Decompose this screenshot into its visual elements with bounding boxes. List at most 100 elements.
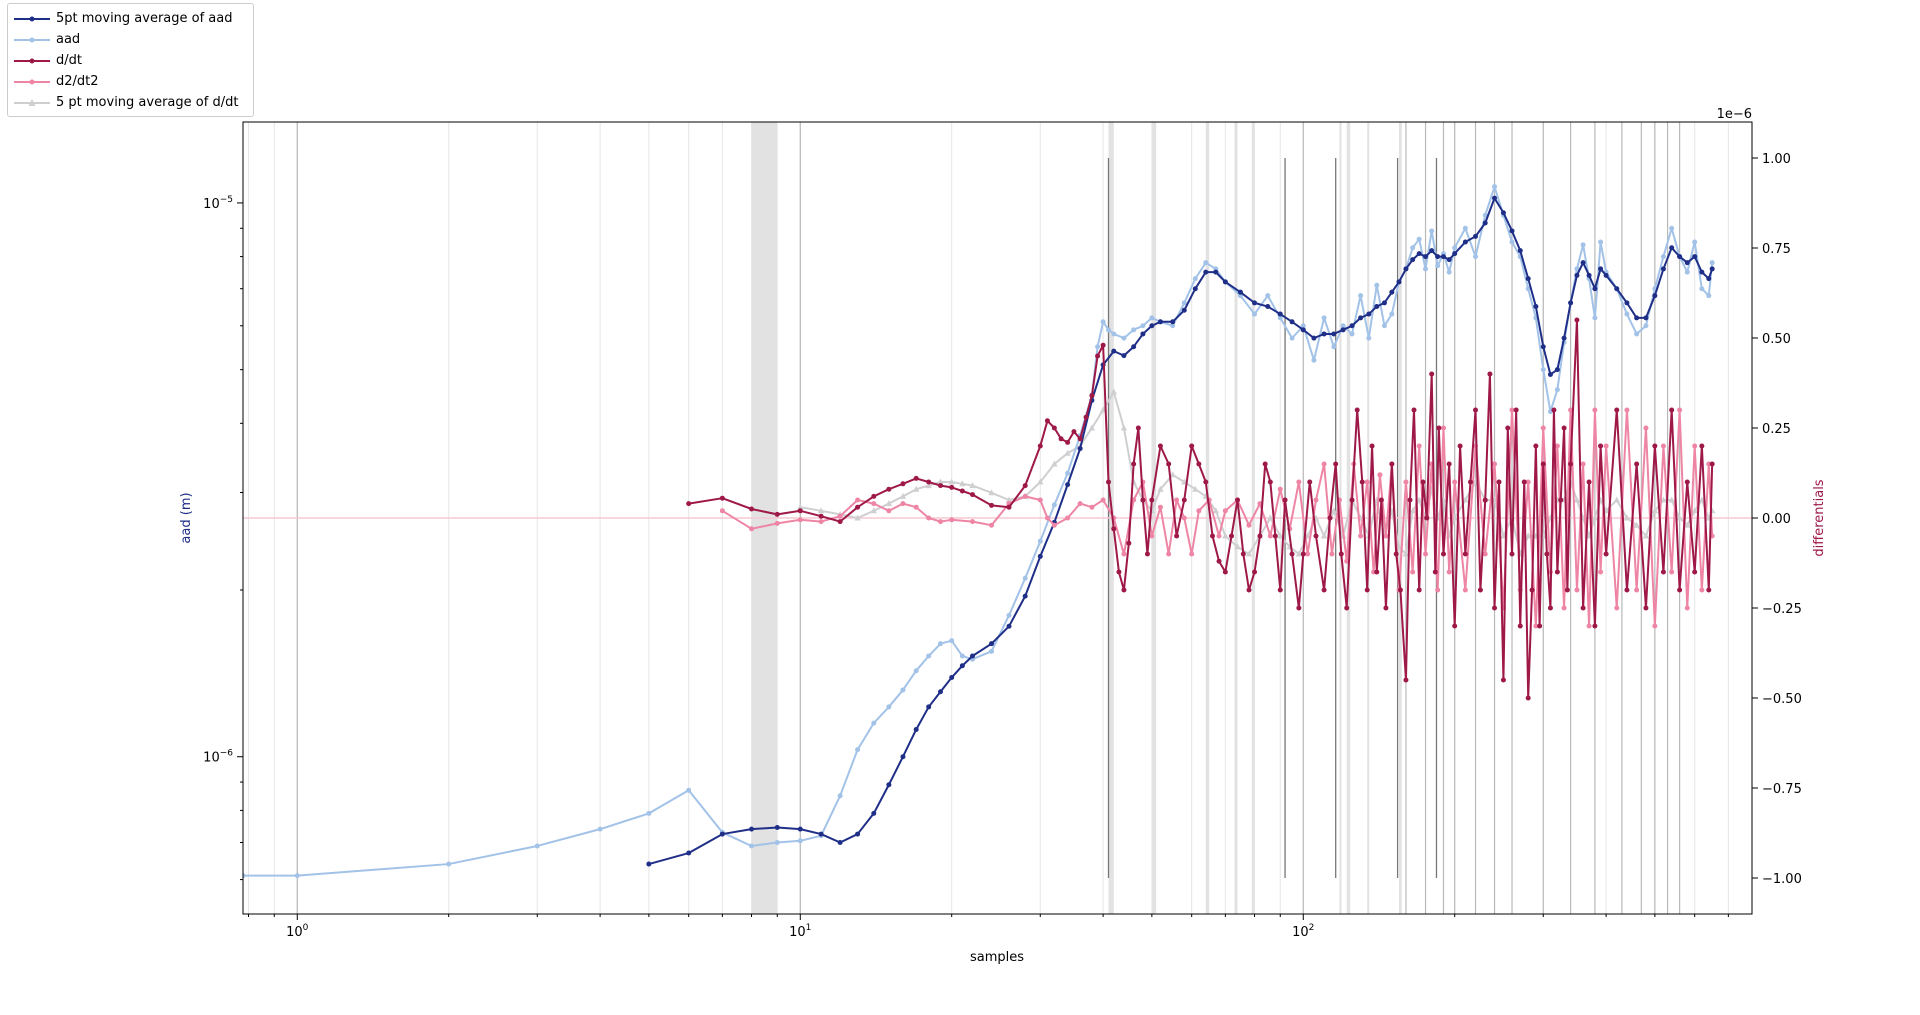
- data-point: [1369, 443, 1375, 449]
- data-point: [1660, 496, 1667, 503]
- data-point: [1676, 514, 1683, 521]
- data-point: [749, 506, 755, 512]
- legend-label-d2dt2: d2/dt2: [56, 74, 99, 89]
- data-point: [1064, 449, 1071, 456]
- data-point: [1435, 587, 1441, 593]
- legend-item-ma-ddt[interactable]: 5 pt moving average of d/dt: [12, 93, 252, 113]
- data-point: [949, 675, 955, 681]
- data-point: [1051, 502, 1057, 508]
- data-point: [988, 489, 995, 496]
- y-right-axis-ticks: 1.00 0.75 0.50 0.25 0.00 −0.25 −0.50 −0.75 −1.00: [1752, 152, 1802, 887]
- data-point: [1684, 605, 1690, 611]
- data-point: [1265, 304, 1271, 310]
- data-point: [855, 497, 861, 503]
- data-point: [1037, 497, 1043, 503]
- data-point: [774, 520, 780, 526]
- data-point: [1005, 496, 1013, 503]
- legend-label-ma-ddt: 5 pt moving average of d/dt: [56, 95, 239, 110]
- data-point: [1037, 538, 1043, 544]
- data-point: [1389, 289, 1395, 295]
- data-point: [913, 504, 919, 510]
- data-point: [1289, 335, 1295, 341]
- data-point: [1364, 479, 1370, 485]
- data-point: [1121, 551, 1127, 557]
- legend-item-ddt[interactable]: d/dt: [12, 51, 252, 71]
- data-point: [855, 504, 861, 510]
- series-d2-dt2: [719, 407, 1715, 629]
- data-point: [900, 481, 906, 487]
- data-point: [1181, 300, 1187, 306]
- data-point: [1327, 515, 1333, 521]
- legend-item-ma-aad[interactable]: 5pt moving average of aad: [12, 9, 252, 29]
- data-point: [1022, 483, 1028, 489]
- data-point: [1623, 514, 1631, 521]
- data-point: [1598, 443, 1604, 449]
- data-point: [1477, 587, 1483, 593]
- data-point: [1378, 497, 1384, 503]
- data-point: [1561, 335, 1567, 341]
- legend-label-ddt: d/dt: [56, 53, 82, 68]
- x-tick-label-base: 10: [286, 925, 303, 940]
- data-point: [970, 519, 976, 525]
- data-point: [1305, 551, 1311, 557]
- data-point: [989, 648, 995, 654]
- data-point: [1383, 533, 1389, 539]
- data-point: [925, 482, 932, 489]
- x-tick-label-exponent: 2: [1309, 923, 1315, 933]
- data-point: [1554, 569, 1560, 575]
- data-point: [1300, 551, 1306, 557]
- data-point: [1580, 605, 1586, 611]
- data-point: [1240, 551, 1246, 557]
- data-point: [686, 787, 692, 793]
- data-point: [1446, 461, 1452, 467]
- data-point: [1410, 245, 1416, 251]
- data-point: [1574, 317, 1580, 323]
- data-point: [1540, 344, 1546, 350]
- data-point: [797, 826, 803, 832]
- data-point: [1277, 532, 1284, 539]
- data-point: [1564, 587, 1570, 593]
- data-point: [1181, 497, 1187, 503]
- data-point: [1222, 279, 1228, 285]
- data-point: [1358, 293, 1364, 299]
- data-point: [1296, 479, 1302, 485]
- data-point: [959, 653, 965, 659]
- data-point: [1513, 407, 1519, 413]
- data-point: [1006, 623, 1012, 629]
- data-point: [1065, 470, 1071, 476]
- data-point: [855, 747, 861, 753]
- x-tick-label: 101: [789, 923, 811, 940]
- data-point: [1660, 266, 1666, 272]
- data-point: [1509, 239, 1515, 245]
- legend-item-d2dt2[interactable]: d2/dt2: [12, 72, 252, 92]
- data-point: [1592, 407, 1598, 413]
- data-point: [1166, 461, 1172, 467]
- data-point: [1677, 254, 1683, 260]
- data-point: [1677, 587, 1683, 593]
- data-point: [1222, 532, 1229, 539]
- data-point: [1525, 276, 1531, 282]
- legend-item-aad[interactable]: aad: [12, 30, 252, 50]
- data-point: [1505, 425, 1511, 431]
- y-left-tick-label: 10−5: [203, 195, 233, 212]
- data-point: [1389, 311, 1395, 317]
- data-point: [1340, 323, 1346, 329]
- data-point: [1282, 497, 1288, 503]
- y-right-tick-label: −1.00: [1762, 872, 1802, 887]
- data-point: [1267, 479, 1273, 485]
- x-tick-label-exponent: 0: [303, 923, 309, 933]
- data-point: [1192, 276, 1198, 282]
- data-point: [1329, 551, 1335, 557]
- y-right-axis-offset: 1e−6: [1717, 107, 1752, 122]
- data-point: [970, 653, 976, 659]
- data-point: [1435, 254, 1441, 260]
- data-point: [646, 810, 652, 816]
- data-point: [1149, 323, 1155, 329]
- data-point: [1044, 418, 1050, 424]
- data-point: [1423, 254, 1429, 260]
- data-point: [1699, 286, 1705, 292]
- data-point: [1358, 533, 1364, 539]
- data-point: [1349, 331, 1355, 337]
- data-point: [1131, 461, 1137, 467]
- data-point: [1402, 550, 1410, 557]
